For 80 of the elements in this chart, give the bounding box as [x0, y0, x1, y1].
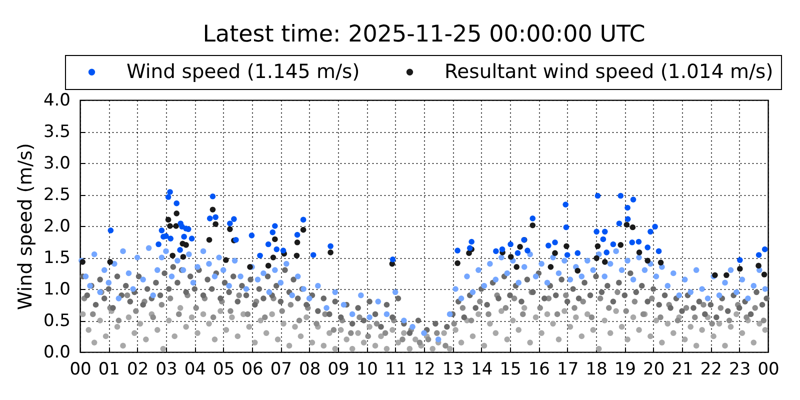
point [761, 272, 768, 278]
point [270, 254, 276, 260]
point [736, 266, 743, 272]
point [574, 268, 581, 274]
x-tick-label: 17 [557, 360, 579, 380]
point [328, 250, 334, 256]
point [624, 222, 630, 228]
x-tick-label: 03 [156, 360, 178, 380]
x-tick-label: 13 [442, 360, 464, 380]
point [454, 260, 460, 266]
y-tick-label: 0.5 [43, 311, 70, 331]
y-tick-label: 1.5 [43, 248, 70, 268]
x-tick-label: 20 [643, 360, 665, 380]
point [167, 223, 173, 229]
x-tick-label: 18 [586, 360, 608, 380]
y-tick-label: 4.0 [43, 90, 70, 110]
x-tick-label: 09 [328, 360, 350, 380]
y-tick-label: 0.0 [43, 342, 70, 362]
x-tick-label: 00 [758, 360, 780, 380]
point [594, 255, 600, 262]
x-tick-label: 10 [356, 360, 378, 380]
point [618, 242, 624, 248]
point [294, 239, 300, 246]
point [724, 272, 730, 278]
y-tick-label: 2.5 [43, 185, 70, 205]
point [227, 226, 233, 232]
point [508, 254, 514, 260]
point [272, 236, 278, 242]
point [636, 250, 642, 256]
point [548, 264, 554, 270]
legend-label: Resultant wind speed (1.014 m/s) [444, 60, 774, 84]
x-tick-label: 21 [672, 360, 694, 380]
point [658, 260, 664, 266]
point [564, 243, 570, 250]
y-tick-label: 3.5 [43, 122, 70, 142]
point [212, 221, 219, 228]
x-tick-label: 15 [500, 360, 522, 380]
point [644, 258, 651, 264]
point [530, 222, 536, 228]
x-tick-label: 22 [700, 360, 722, 380]
x-tick-label: 07 [270, 360, 292, 380]
x-tick-label: 00 [70, 360, 92, 380]
x-tick-label: 12 [414, 360, 436, 380]
y-tick-label: 2.0 [43, 216, 70, 236]
x-tick-label: 08 [299, 360, 321, 380]
point [165, 216, 172, 223]
point [107, 259, 114, 265]
y-axis-title: Wind speed (m/s) [14, 143, 36, 310]
y-tick-label: 3.0 [43, 154, 70, 174]
point [265, 262, 272, 269]
point [170, 252, 176, 259]
x-tick-label: 16 [528, 360, 550, 380]
point [206, 236, 212, 243]
point [180, 254, 186, 260]
point [594, 243, 601, 250]
point [300, 226, 306, 233]
point [517, 244, 523, 250]
point [173, 223, 179, 229]
point [514, 264, 520, 270]
point [210, 206, 216, 213]
x-tick-label: 23 [729, 360, 751, 380]
x-tick-label: 04 [184, 360, 206, 380]
x-tick-label: 11 [385, 360, 407, 380]
point [552, 250, 558, 256]
x-tick-label: 05 [213, 360, 235, 380]
legend-label: Wind speed (1.145 m/s) [126, 60, 360, 84]
x-tick-label: 02 [127, 360, 149, 380]
x-tick-label: 14 [471, 360, 493, 380]
point [223, 257, 229, 263]
point [294, 252, 300, 259]
chart-title: Latest time: 2025-11-25 00:00:00 UTC [202, 22, 646, 48]
point [756, 262, 762, 269]
x-tick-label: 01 [98, 360, 120, 380]
point [630, 224, 636, 230]
x-tick-label: 06 [242, 360, 264, 380]
x-tick-label: 19 [614, 360, 636, 380]
point [174, 210, 180, 216]
point [183, 242, 189, 248]
y-tick-label: 1.0 [43, 280, 70, 300]
point [602, 259, 608, 265]
